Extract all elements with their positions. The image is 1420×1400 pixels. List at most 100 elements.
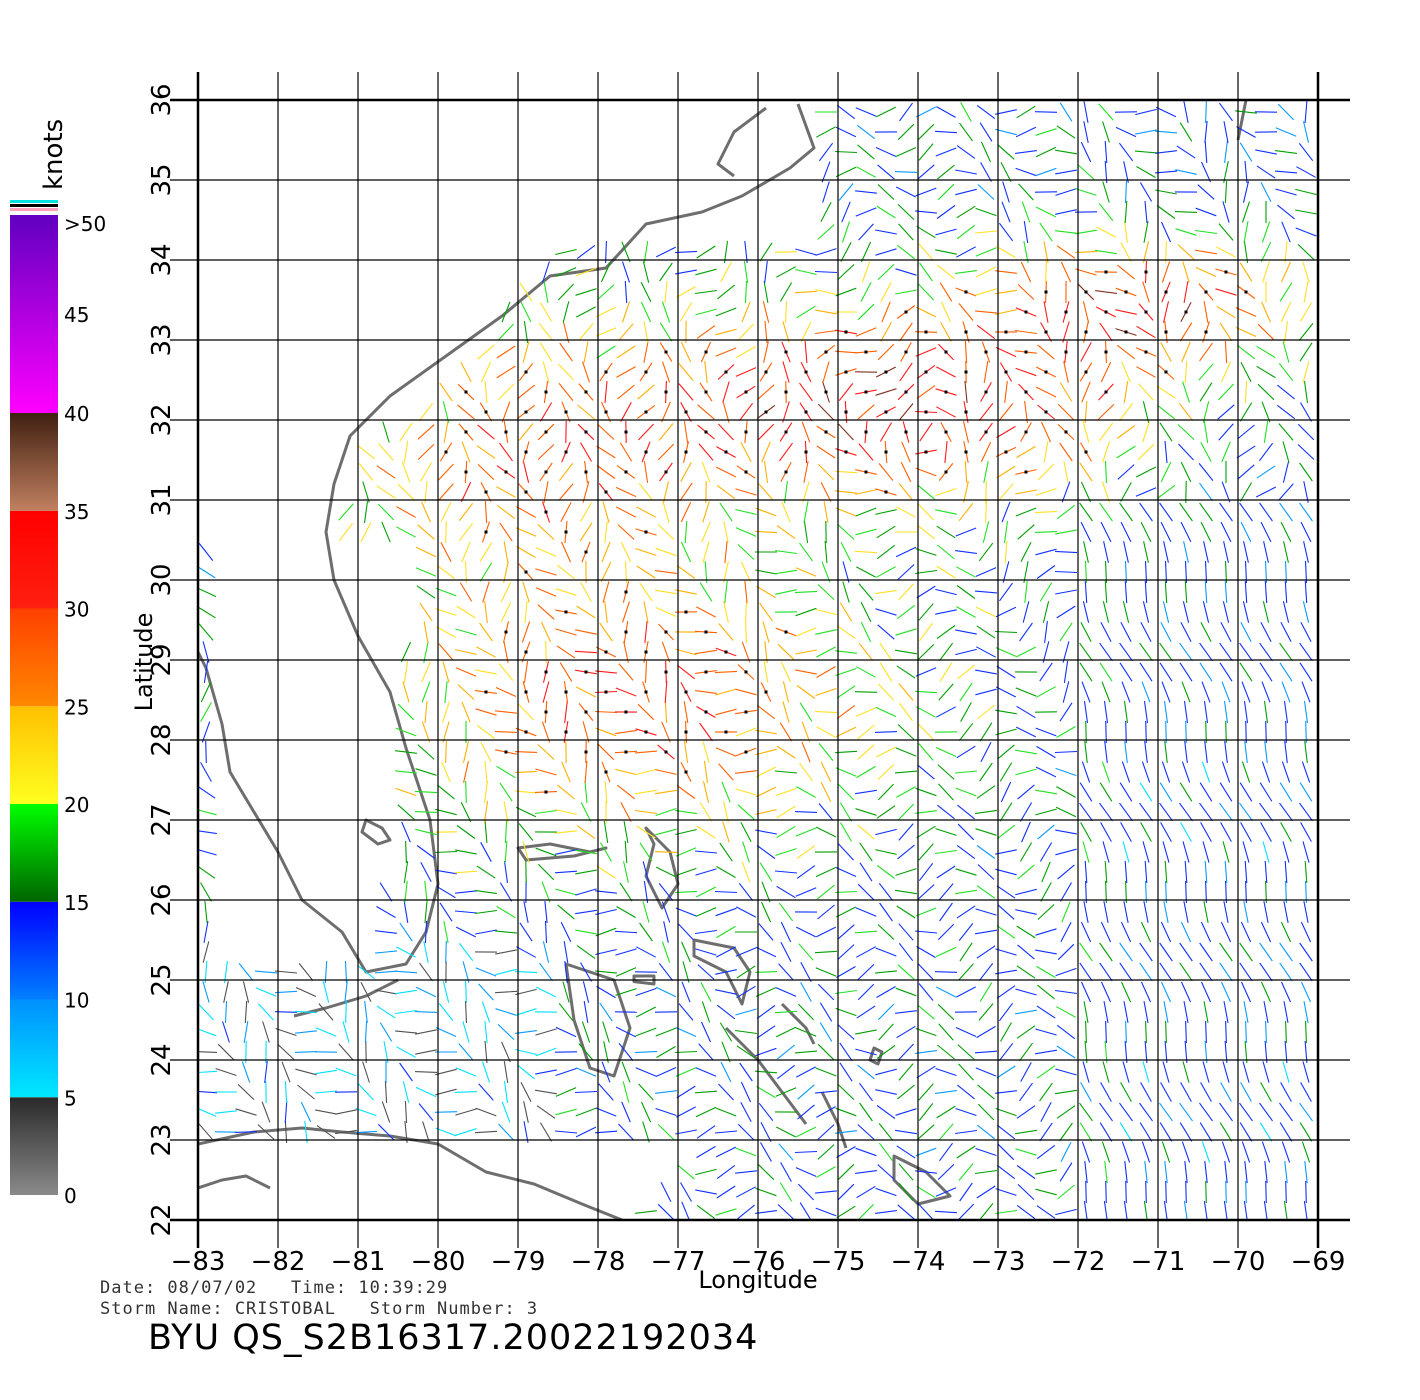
wind-vector	[736, 965, 756, 979]
wind-vector	[1298, 142, 1314, 162]
wind-vector	[674, 890, 698, 894]
wind-vector	[815, 248, 837, 256]
wind-vector	[258, 1003, 274, 1021]
wind-vector	[1276, 404, 1296, 420]
wind-vector	[535, 1089, 557, 1095]
wind-vector	[358, 463, 374, 481]
wind-vector	[596, 345, 616, 359]
wind-vector	[1080, 141, 1092, 163]
rain-flag-marker	[584, 430, 588, 434]
wind-vector	[556, 564, 576, 580]
wind-vector	[1242, 1061, 1250, 1083]
wind-vector	[535, 1028, 557, 1036]
wind-vector	[424, 920, 428, 944]
wind-vector	[1015, 646, 1037, 658]
wind-vector	[683, 701, 689, 723]
wind-vector	[501, 301, 511, 323]
wind-vector	[344, 981, 348, 1003]
wind-vector	[999, 802, 1013, 822]
rain-flag-marker	[984, 350, 988, 354]
wind-vector	[599, 1002, 613, 1022]
wind-vector	[484, 601, 488, 623]
wind-vector	[1036, 1144, 1056, 1160]
wind-vector	[1055, 188, 1077, 196]
rain-flag-marker	[564, 730, 568, 734]
wind-vector	[979, 762, 993, 782]
wind-vector	[1261, 681, 1271, 703]
wind-vector	[395, 750, 417, 754]
wind-vector	[1219, 962, 1233, 982]
wind-vector	[1260, 181, 1272, 203]
wind-vector	[1079, 662, 1093, 682]
wind-vector	[876, 864, 896, 880]
wind-vector	[1055, 829, 1077, 835]
wind-vector	[584, 760, 588, 784]
wind-vector	[462, 961, 470, 983]
wind-vector	[754, 1070, 778, 1074]
coastline-segment	[516, 842, 608, 862]
wind-vector	[1123, 541, 1129, 563]
wind-vector	[1242, 601, 1250, 623]
wind-vector	[643, 241, 649, 263]
wind-vector	[517, 1064, 535, 1080]
wind-vector	[824, 540, 828, 564]
wind-vector	[980, 162, 992, 182]
wind-vector	[1161, 761, 1171, 783]
wind-vector	[796, 305, 816, 319]
wind-vector	[1057, 943, 1075, 961]
wind-vector	[1099, 322, 1113, 342]
wind-vector	[957, 823, 975, 841]
wind-vector	[1219, 802, 1233, 822]
wind-vector	[1245, 880, 1247, 904]
wind-vector	[975, 310, 997, 314]
wind-vector	[1299, 782, 1313, 802]
wind-vector	[837, 524, 855, 540]
wind-vector	[1161, 261, 1171, 283]
wind-vector	[1055, 169, 1077, 175]
wind-vector	[937, 183, 955, 201]
wind-vector	[1275, 127, 1297, 137]
wind-vector	[383, 1041, 389, 1063]
colorbar-tick-label: 10	[64, 989, 89, 1013]
wind-vector	[1085, 1020, 1087, 1044]
wind-vector	[939, 902, 953, 922]
wind-vector	[1221, 681, 1231, 703]
wind-vector	[821, 561, 831, 583]
wind-vector	[636, 946, 656, 958]
wind-vector	[1142, 601, 1150, 623]
coastline-segment	[198, 103, 816, 974]
wind-vector	[822, 361, 830, 383]
wind-vector	[1083, 101, 1089, 123]
wind-vector	[780, 1162, 792, 1182]
wind-vector	[1015, 726, 1037, 738]
wind-vector	[499, 522, 513, 542]
wind-vector	[284, 1080, 288, 1104]
wind-vector	[1223, 161, 1229, 183]
wind-vector	[976, 945, 996, 959]
wind-vector	[735, 1147, 757, 1157]
coastline-segment	[780, 1002, 816, 1045]
wind-vector	[1263, 901, 1269, 923]
wind-vector	[1260, 1082, 1272, 1102]
wind-vector	[918, 1103, 934, 1121]
rain-flag-marker	[664, 630, 668, 634]
wind-vector	[455, 890, 477, 894]
rain-flag-marker	[784, 430, 788, 434]
wind-vector	[640, 281, 652, 303]
wind-vector	[355, 1107, 377, 1117]
rain-flag-marker	[544, 790, 548, 794]
wind-vector	[1283, 901, 1289, 923]
wind-vector	[877, 624, 895, 640]
wind-vector	[1100, 822, 1112, 842]
wind-vector	[855, 327, 877, 337]
wind-vector	[895, 546, 917, 558]
wind-vector	[1035, 167, 1057, 177]
wind-vector	[1302, 261, 1310, 283]
wind-vector	[1134, 150, 1158, 154]
wind-vector	[801, 741, 811, 763]
wind-vector	[424, 480, 428, 504]
wind-vector	[1199, 482, 1213, 502]
wind-vector	[774, 770, 798, 774]
wind-vector	[1205, 720, 1207, 744]
wind-vector	[1083, 901, 1089, 923]
